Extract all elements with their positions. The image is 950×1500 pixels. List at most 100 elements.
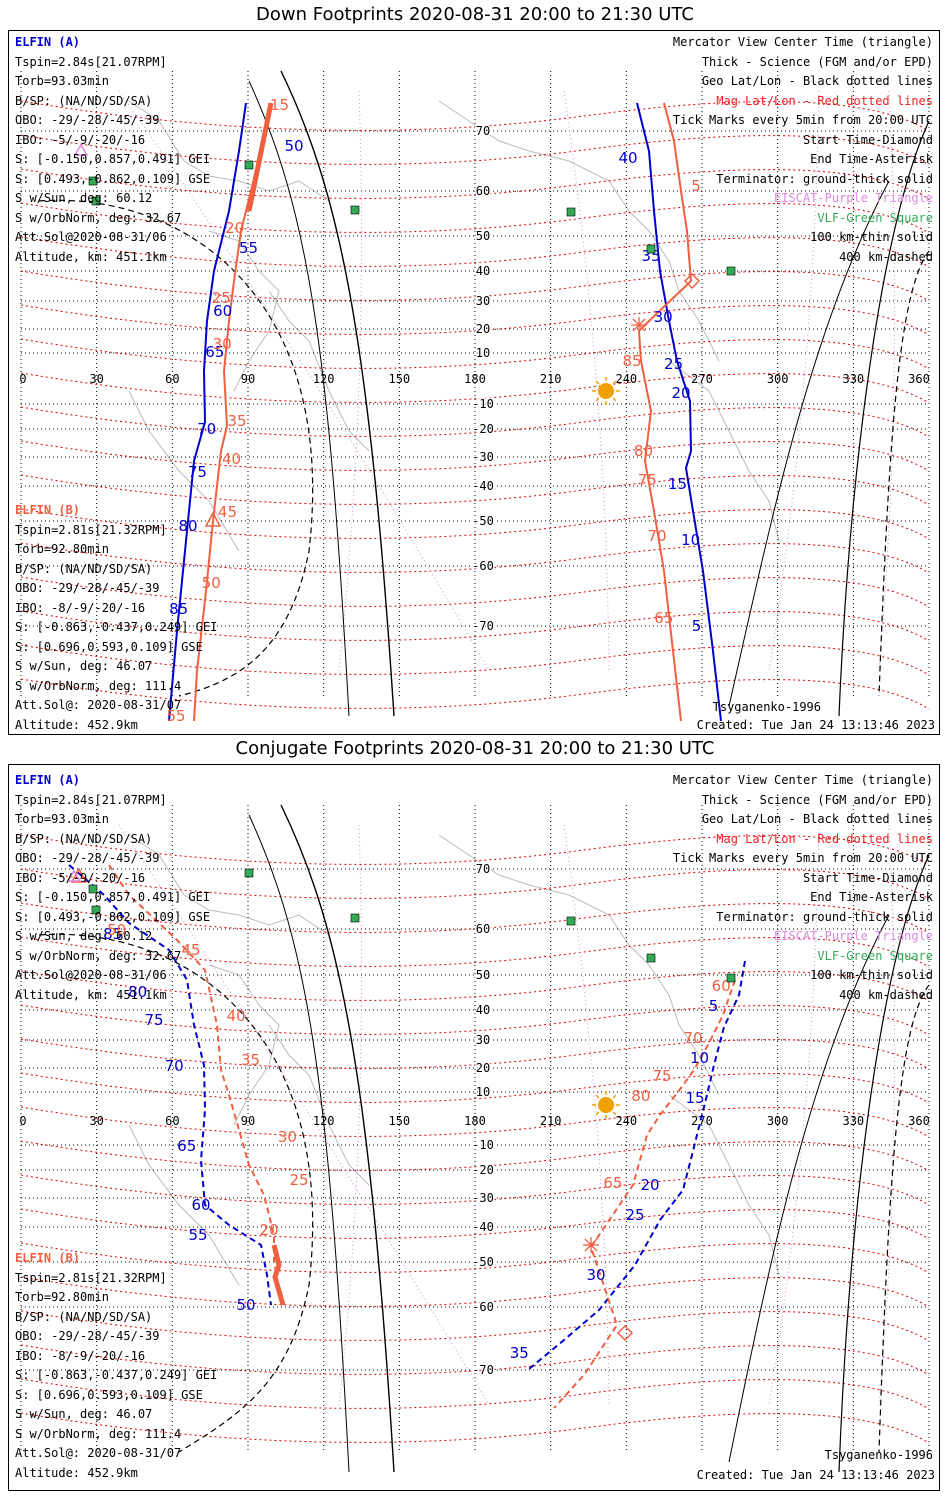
lat-tick-label: 40	[476, 264, 490, 278]
legend-item: 100 km-thin solid	[810, 968, 933, 982]
elfin-b-info-line: S: [-0.863,-0.437,0.249] GEI	[15, 620, 218, 634]
legend-item: Start Time-Diamond	[802, 132, 933, 147]
lat-tick-label: -60	[472, 559, 494, 573]
legend-item: End Time-Asterisk	[810, 152, 933, 166]
mag-longitude-line	[338, 90, 362, 672]
track-time-label: 20	[640, 1176, 659, 1194]
track-time-label: 10	[681, 531, 700, 549]
legend-item: Thick - Science (FGM and/or EPD)	[701, 792, 933, 807]
elfin-a-track-west	[168, 102, 247, 722]
elfin-a-info-line: ELFIN (A)	[15, 35, 81, 49]
track-time-label: 20	[225, 219, 244, 237]
track-time-label: 30	[586, 1266, 605, 1284]
mag-latitude-line	[20, 168, 930, 200]
coastline	[668, 1094, 780, 1276]
elfin-b-info-line: Torb=92.80min	[15, 542, 109, 556]
track-time-label: 5	[691, 177, 701, 195]
lon-tick-label: 90	[241, 372, 255, 386]
conjugate-footprints-panel: 0 30 60 90 120 150 180 210 240 270 300 330 360 70 60 50…	[8, 764, 940, 1491]
mag-latitude-line	[20, 576, 930, 608]
mag-latitude-line	[20, 508, 930, 540]
end-asterisk	[584, 1238, 598, 1252]
coastline	[668, 360, 780, 542]
mag-longitude-line	[563, 824, 610, 1406]
elfin-b-info-line: Tspin=2.81s[21.32RPM]	[15, 1270, 167, 1285]
lon-tick-label: 60	[165, 372, 179, 386]
terminator-400km	[38, 933, 314, 1453]
center-time-triangle	[70, 867, 88, 883]
legend-item: Tick Marks every 5min from 20:00 UTC	[672, 113, 933, 127]
track-time-label: 50	[202, 574, 221, 592]
track-time-label: 80	[128, 983, 147, 1001]
vlf-station-square	[566, 207, 576, 217]
elfin-b-info-line: IBO: -8/-9/-20/-16	[15, 600, 146, 615]
elfin-a-info-line: Altitude, km: 451.1km	[15, 249, 167, 264]
legend-item: Terminator: ground-thick solid	[716, 171, 933, 186]
terminator-100km	[248, 80, 350, 717]
mag-latitude-line	[20, 100, 930, 132]
mag-longitude-line	[338, 824, 362, 1406]
elfin-b-info-panel1: ELFIN (B) Tspin=2.81s[21.32RPM] Torb=92.80…	[15, 501, 217, 735]
vlf-station-square	[726, 266, 736, 276]
elfin-a-info-line: OBO: -29/-28/-45/-39	[15, 851, 160, 865]
coastline	[128, 1124, 240, 1286]
coastline	[128, 100, 330, 202]
track-time-label: 75	[653, 1067, 672, 1085]
lon-tick-label: 210	[540, 372, 562, 386]
track-time-label: 45	[218, 503, 237, 521]
vlf-station-square	[88, 884, 98, 894]
lon-tick-label: 330	[842, 1114, 864, 1128]
lat-tick-label: -20	[472, 422, 494, 436]
sun-icon	[598, 1097, 614, 1113]
track-time-label: 20	[671, 384, 690, 402]
elfin-b-info-line: B/SP: (NA/ND/SD/SA)	[15, 1309, 153, 1324]
lat-tick-label: -70	[472, 1363, 494, 1377]
track-time-label: 20	[259, 1221, 278, 1239]
track-time-label: 70	[165, 1057, 184, 1075]
lat-tick-label: -40	[472, 479, 494, 493]
mag-latitude-line	[20, 542, 930, 574]
track-time-label: 40	[618, 149, 637, 167]
coastline	[208, 964, 280, 1126]
track-time-label: 35	[641, 247, 660, 265]
vlf-station-square	[244, 868, 254, 878]
sun-ray	[595, 380, 600, 385]
lat-tick-label: -50	[472, 1255, 494, 1269]
track-time-label: 40	[222, 450, 241, 468]
elfin-b-info-line: S: [0.696,0.593,0.109] GSE	[15, 1387, 203, 1402]
elfin-b-info-line: ELFIN (B)	[15, 503, 81, 517]
lat-tick-label: 70	[476, 124, 490, 138]
elfin-b-track-east	[553, 979, 736, 1409]
lon-tick-label: 90	[241, 1114, 255, 1128]
legend-panel1: Mercator View Center Time (triangle) Thic…	[673, 33, 933, 267]
track-time-label: 70	[647, 527, 666, 545]
track-time-label: 85	[622, 352, 641, 370]
coastline	[268, 1024, 370, 1186]
track-time-label: 35	[241, 1051, 260, 1069]
track-time-label: 40	[227, 1007, 246, 1025]
vlf-station-square	[244, 160, 254, 170]
lon-tick-label: 150	[388, 1114, 410, 1128]
lat-tick-label: 30	[476, 294, 490, 308]
sun-ray	[612, 1094, 617, 1099]
lon-tick-label: 150	[388, 372, 410, 386]
elfin-b-info-line: Altitude: 452.9km	[15, 1465, 138, 1480]
elfin-b-info-panel2: ELFIN (B) Tspin=2.81s[21.32RPM] Torb=92.80…	[15, 1249, 217, 1483]
elfin-a-info-line: S w/Sun, deg: 60.12	[15, 191, 153, 205]
mag-latitude-line	[20, 474, 930, 506]
sun-ray	[595, 1111, 600, 1116]
track-time-label: 55	[239, 239, 258, 257]
elfin-b-info-line: Tspin=2.81s[21.32RPM]	[15, 522, 167, 537]
vlf-station-square	[350, 205, 360, 215]
sun-ray	[595, 397, 600, 402]
legend-item: 400 km-dashed	[839, 987, 933, 1002]
lat-tick-label: -60	[472, 1300, 494, 1314]
mag-latitude-line	[20, 1174, 930, 1206]
sun-ray	[612, 1111, 617, 1116]
legend-panel2: Mercator View Center Time (triangle) Thic…	[673, 771, 933, 1005]
legend-item: Geo Lat/Lon - Black dotted lines	[701, 74, 933, 88]
coastline	[438, 834, 630, 946]
vlf-station-square	[88, 176, 98, 186]
vlf-station-square	[646, 953, 656, 963]
mag-latitude-line	[20, 338, 930, 370]
